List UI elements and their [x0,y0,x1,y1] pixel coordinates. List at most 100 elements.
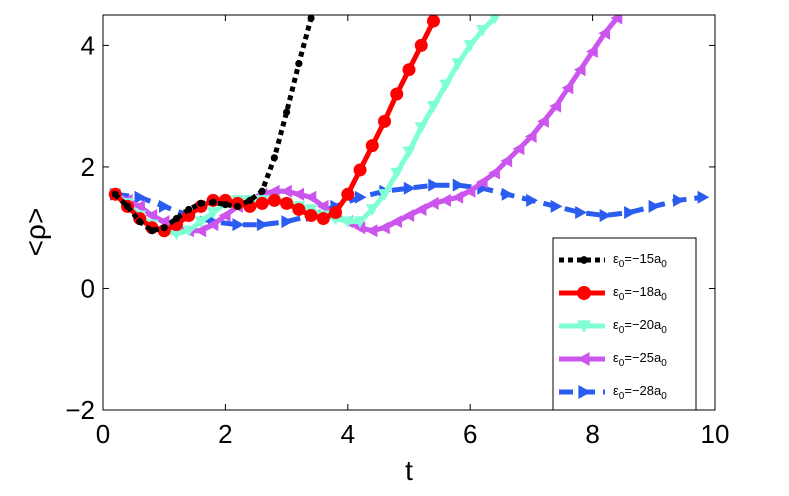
data-point [598,26,611,40]
data-point [160,224,168,232]
series-1 [111,15,315,235]
data-point [111,190,119,198]
data-point [209,198,217,206]
data-point [561,81,574,95]
data-point [439,193,451,207]
legend-label: ε0=−15a0 [613,251,667,270]
data-point [246,196,254,204]
data-point [488,166,500,180]
data-point [267,193,281,207]
data-point [586,44,598,58]
data-point [145,209,158,223]
data-point [599,209,612,223]
data-point [573,63,586,77]
data-point [390,87,404,101]
x-tick-label: 6 [463,419,477,449]
legend-label: ε0=−25a0 [613,350,667,369]
data-point [489,15,500,25]
data-point [475,24,489,37]
data-point [341,187,355,201]
data-point [526,193,538,207]
data-point [353,163,367,177]
data-point [280,196,294,210]
data-point [133,199,145,213]
data-point [292,187,305,201]
data-point [354,190,367,204]
data-point [316,199,329,213]
data-point [123,202,132,210]
data-point [451,58,465,71]
data-point [648,199,661,213]
data-point [218,209,231,223]
data-point [402,146,416,159]
data-point [172,215,181,223]
data-point [341,216,355,229]
data-point [256,218,269,232]
legend-entry: ε0=−20a0 [559,317,667,336]
legend-marker [577,286,591,300]
legend-label: ε0=−20a0 [613,317,667,336]
data-point [292,202,306,216]
data-point [390,215,402,229]
data-point [304,209,318,223]
data-point [159,199,171,213]
data-point [610,15,623,25]
legend-entry: ε0=−25a0 [559,350,667,369]
data-point [185,205,193,214]
data-point [463,40,477,52]
legend-marker [580,256,588,264]
data-point [148,227,156,235]
data-point [426,196,439,210]
data-point [550,199,563,213]
data-point [353,221,366,235]
data-point [316,212,330,226]
series-4 [108,15,623,238]
data-point [255,196,269,210]
legend-label: ε0=−18a0 [613,284,667,303]
legend-entry: ε0=−18a0 [559,284,667,303]
data-point [365,224,378,238]
data-point [537,114,549,128]
data-point [258,187,266,195]
data-point [329,206,343,219]
data-point [378,221,390,235]
data-point [232,218,245,232]
data-point [194,216,208,229]
data-point [280,184,292,198]
data-point [426,100,440,113]
data-point [307,15,315,22]
data-point [501,187,514,201]
data-point [624,206,636,219]
data-point [428,178,440,192]
data-point [414,202,427,216]
data-point [414,122,428,134]
data-point [378,189,392,201]
data-point [197,199,205,207]
data-point [463,184,476,198]
data-point [353,216,367,229]
x-axis-label: t [405,455,413,486]
data-point [378,114,392,128]
y-tick-label: −2 [65,395,95,425]
data-point [524,130,537,144]
data-point [451,190,464,204]
data-point [512,142,525,156]
data-point [402,63,416,77]
data-point [206,207,220,219]
y-tick-label: 0 [81,273,95,303]
data-point [403,181,416,195]
series-layer [108,15,710,241]
x-tick-label: 10 [701,419,730,449]
data-point [500,154,513,168]
legend: ε0=−15a0 ε0=−18a0 ε0=−20a0 ε0=−25a0 ε0=−28a0 [552,237,697,411]
legend-label: ε0=−28a0 [613,383,667,402]
data-point [136,218,144,226]
data-point [194,224,207,238]
data-point [673,193,685,207]
data-point [283,108,291,116]
x-tick-label: 0 [96,419,110,449]
legend-marker [577,352,590,366]
data-point [270,154,278,162]
